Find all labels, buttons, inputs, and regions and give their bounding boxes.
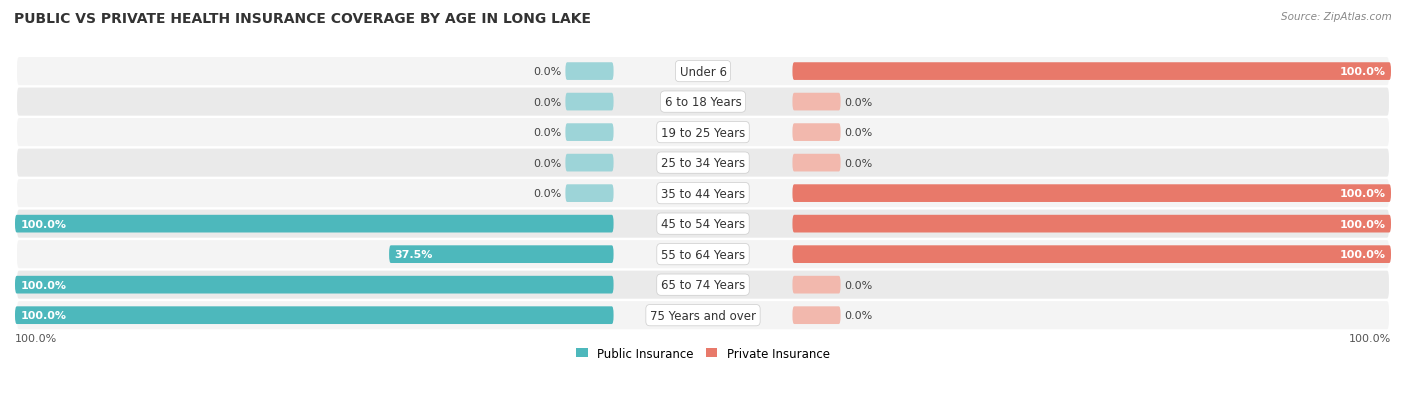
Text: 6 to 18 Years: 6 to 18 Years [665, 96, 741, 109]
Text: 100.0%: 100.0% [1340, 249, 1385, 259]
Text: Source: ZipAtlas.com: Source: ZipAtlas.com [1281, 12, 1392, 22]
Text: 0.0%: 0.0% [844, 128, 872, 138]
Text: 0.0%: 0.0% [534, 128, 562, 138]
FancyBboxPatch shape [15, 276, 613, 294]
FancyBboxPatch shape [565, 154, 613, 172]
FancyBboxPatch shape [565, 93, 613, 111]
FancyBboxPatch shape [793, 246, 1391, 263]
FancyBboxPatch shape [17, 301, 1389, 330]
Text: 0.0%: 0.0% [534, 67, 562, 77]
FancyBboxPatch shape [17, 149, 1389, 177]
Text: Under 6: Under 6 [679, 65, 727, 78]
Text: PUBLIC VS PRIVATE HEALTH INSURANCE COVERAGE BY AGE IN LONG LAKE: PUBLIC VS PRIVATE HEALTH INSURANCE COVER… [14, 12, 591, 26]
Legend: Public Insurance, Private Insurance: Public Insurance, Private Insurance [571, 342, 835, 364]
Text: 0.0%: 0.0% [534, 158, 562, 168]
Text: 0.0%: 0.0% [844, 97, 872, 107]
Text: 0.0%: 0.0% [844, 158, 872, 168]
FancyBboxPatch shape [793, 276, 841, 294]
FancyBboxPatch shape [793, 93, 841, 111]
Text: 0.0%: 0.0% [534, 189, 562, 199]
Text: 100.0%: 100.0% [21, 219, 66, 229]
Text: 100.0%: 100.0% [21, 280, 66, 290]
FancyBboxPatch shape [15, 215, 613, 233]
Text: 19 to 25 Years: 19 to 25 Years [661, 126, 745, 139]
FancyBboxPatch shape [17, 180, 1389, 208]
FancyBboxPatch shape [17, 88, 1389, 116]
FancyBboxPatch shape [793, 63, 1391, 81]
FancyBboxPatch shape [565, 185, 613, 202]
FancyBboxPatch shape [793, 124, 841, 142]
FancyBboxPatch shape [17, 210, 1389, 238]
Text: 100.0%: 100.0% [1348, 333, 1391, 343]
Text: 100.0%: 100.0% [1340, 67, 1385, 77]
FancyBboxPatch shape [793, 185, 1391, 202]
Text: 25 to 34 Years: 25 to 34 Years [661, 157, 745, 170]
Text: 65 to 74 Years: 65 to 74 Years [661, 278, 745, 292]
FancyBboxPatch shape [17, 240, 1389, 268]
Text: 37.5%: 37.5% [395, 249, 433, 259]
Text: 0.0%: 0.0% [844, 280, 872, 290]
FancyBboxPatch shape [565, 124, 613, 142]
Text: 75 Years and over: 75 Years and over [650, 309, 756, 322]
FancyBboxPatch shape [389, 246, 613, 263]
FancyBboxPatch shape [793, 215, 1391, 233]
Text: 0.0%: 0.0% [844, 311, 872, 320]
Text: 35 to 44 Years: 35 to 44 Years [661, 187, 745, 200]
Text: 100.0%: 100.0% [1340, 219, 1385, 229]
FancyBboxPatch shape [17, 58, 1389, 86]
FancyBboxPatch shape [793, 306, 841, 324]
Text: 100.0%: 100.0% [1340, 189, 1385, 199]
Text: 100.0%: 100.0% [21, 311, 66, 320]
Text: 100.0%: 100.0% [15, 333, 58, 343]
Text: 0.0%: 0.0% [534, 97, 562, 107]
FancyBboxPatch shape [17, 271, 1389, 299]
FancyBboxPatch shape [793, 154, 841, 172]
Text: 45 to 54 Years: 45 to 54 Years [661, 218, 745, 230]
FancyBboxPatch shape [17, 119, 1389, 147]
Text: 55 to 64 Years: 55 to 64 Years [661, 248, 745, 261]
FancyBboxPatch shape [15, 306, 613, 324]
FancyBboxPatch shape [565, 63, 613, 81]
